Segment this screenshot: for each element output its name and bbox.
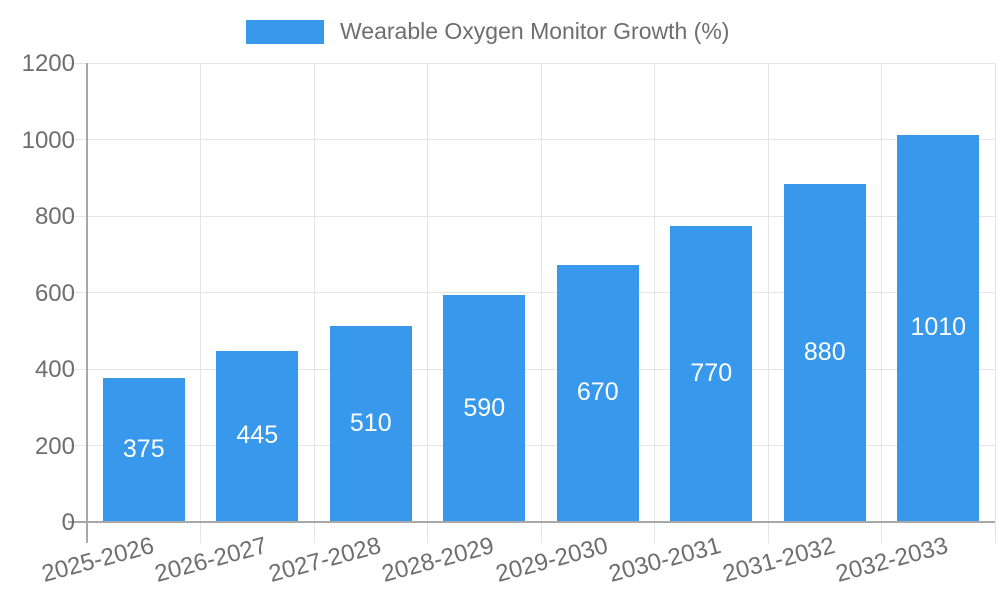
bar[interactable]: 375 xyxy=(102,377,185,521)
gridline-horizontal xyxy=(68,445,995,446)
bar[interactable]: 770 xyxy=(670,226,753,521)
y-axis-tick-label: 400 xyxy=(34,356,75,383)
gridline-vertical xyxy=(427,63,428,543)
gridline-vertical xyxy=(994,63,996,543)
bar-value-label: 770 xyxy=(690,359,733,388)
gridline-vertical xyxy=(540,63,542,543)
gridline-vertical xyxy=(767,63,769,543)
gridline-horizontal xyxy=(68,62,995,64)
x-axis-tick-label: 2030-2031 xyxy=(606,532,725,588)
gridline-horizontal xyxy=(68,368,995,370)
bar-value-label: 510 xyxy=(349,408,392,437)
gridline-vertical xyxy=(654,63,655,543)
legend-swatch-icon xyxy=(246,19,324,44)
x-axis-tick-label: 2029-2030 xyxy=(492,532,611,588)
gridline-vertical xyxy=(313,63,315,543)
bar-value-label: 880 xyxy=(803,338,846,367)
legend[interactable]: Wearable Oxygen Monitor Growth (%) xyxy=(246,18,729,45)
x-axis-tick-label: 2027-2028 xyxy=(265,532,384,588)
y-axis-tick-label: 0 xyxy=(61,509,75,536)
x-axis-tick-label: 2028-2029 xyxy=(379,532,498,588)
gridline-horizontal xyxy=(68,215,995,217)
y-axis-line xyxy=(86,63,88,543)
x-axis-tick-label: 2032-2033 xyxy=(833,532,952,588)
gridline-vertical xyxy=(200,63,201,543)
bar[interactable]: 670 xyxy=(556,264,639,521)
plot-area: 375 445 510 590 670 770 880 1010 xyxy=(68,62,996,543)
bar[interactable]: 445 xyxy=(216,350,299,521)
bar[interactable]: 590 xyxy=(443,295,526,521)
bar-value-label: 590 xyxy=(463,393,506,422)
y-axis-tick-label: 600 xyxy=(34,279,75,307)
x-axis-tick-label: 2031-2032 xyxy=(719,532,838,588)
x-axis-line xyxy=(68,521,995,523)
bar[interactable]: 880 xyxy=(783,184,866,521)
gridline-horizontal xyxy=(68,139,995,140)
bar-value-label: 1010 xyxy=(910,313,967,342)
bar[interactable]: 1010 xyxy=(897,134,980,521)
x-axis-tick-label: 2026-2027 xyxy=(152,532,271,588)
y-axis-tick-label: 1000 xyxy=(21,126,75,154)
x-axis-tick-label: 2025-2026 xyxy=(38,532,157,588)
bar-value-label: 445 xyxy=(236,421,279,450)
y-axis-tick-label: 200 xyxy=(34,432,75,460)
legend-label: Wearable Oxygen Monitor Growth (%) xyxy=(340,18,730,44)
y-axis-tick-label: 1200 xyxy=(21,50,75,77)
gridline-vertical xyxy=(881,63,882,543)
bar[interactable]: 510 xyxy=(329,325,412,521)
y-axis-tick-label: 800 xyxy=(34,203,75,230)
bar-value-label: 375 xyxy=(122,434,165,463)
bar-value-label: 670 xyxy=(576,378,619,407)
gridline-horizontal xyxy=(68,292,995,293)
